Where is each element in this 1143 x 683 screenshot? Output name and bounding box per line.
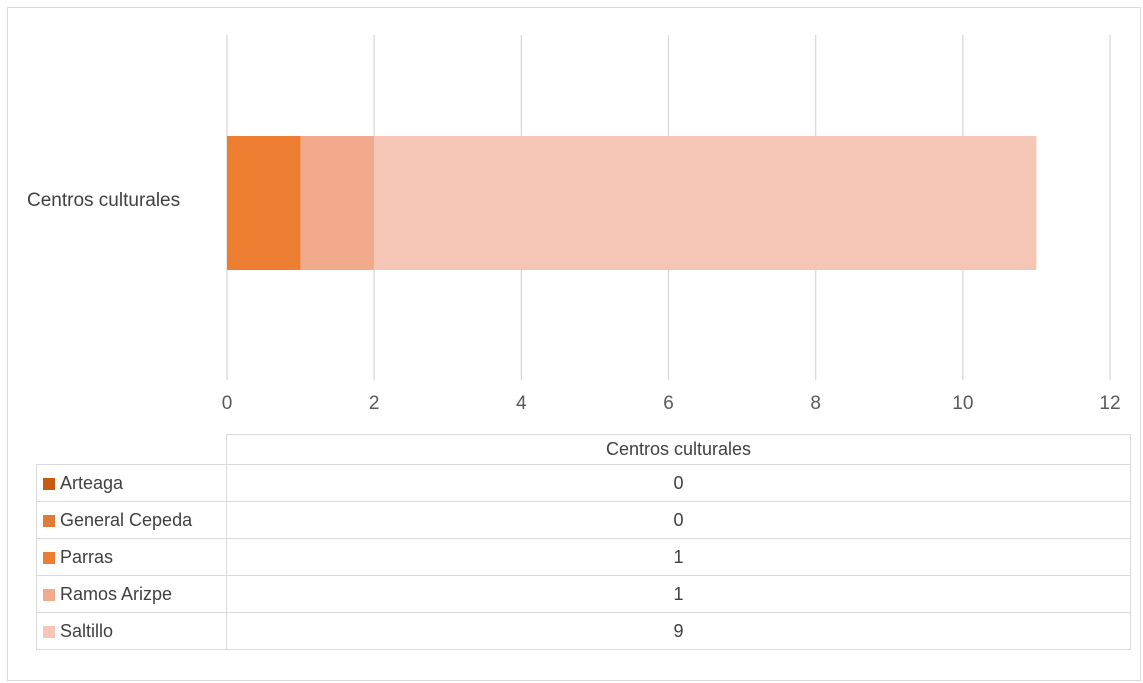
x-tick-label: 2 xyxy=(369,393,380,414)
bar-segment-saltillo xyxy=(374,136,1037,270)
legend-swatch xyxy=(43,551,55,564)
legend-swatch xyxy=(43,625,55,638)
legend-key: Parras xyxy=(36,538,227,576)
legend-swatch xyxy=(43,588,55,601)
legend-key: Arteaga xyxy=(36,464,227,502)
legend-swatch xyxy=(43,477,55,490)
bar-segment-parras xyxy=(227,136,301,270)
chart-frame xyxy=(7,7,1141,681)
series-name: Saltillo xyxy=(60,620,114,641)
x-tick-label: 12 xyxy=(1099,393,1120,414)
table-row: General Cepeda 0 xyxy=(36,501,1131,539)
table-header: Centros culturales xyxy=(226,434,1131,465)
x-tick-label: 4 xyxy=(516,393,527,414)
table-row: Saltillo 9 xyxy=(36,612,1131,650)
table-row: Parras 1 xyxy=(36,538,1131,576)
x-tick-label: 0 xyxy=(222,393,233,414)
x-tick-label: 10 xyxy=(952,393,973,414)
x-tick-label: 8 xyxy=(810,393,821,414)
x-tick-label: 6 xyxy=(663,393,674,414)
table-row: Ramos Arizpe 1 xyxy=(36,575,1131,613)
chart-plot: 0 2 4 6 8 10 12 xyxy=(222,35,1121,414)
table-value: 0 xyxy=(226,501,1131,539)
legend-key: Saltillo xyxy=(36,612,227,650)
series-name: General Cepeda xyxy=(60,509,193,530)
category-label: Centros culturales xyxy=(27,190,181,211)
legend-key: Ramos Arizpe xyxy=(36,575,227,613)
series-name: Parras xyxy=(60,546,114,567)
data-table: Centros culturales Arteaga 0 General Ceped… xyxy=(36,434,1131,650)
table-value: 9 xyxy=(226,612,1131,650)
legend-swatch xyxy=(43,514,55,527)
table-row: Arteaga 0 xyxy=(36,464,1131,502)
series-name: Ramos Arizpe xyxy=(60,583,173,604)
table-header-row: Centros culturales xyxy=(36,434,1131,465)
table-value: 1 xyxy=(226,538,1131,576)
series-name: Arteaga xyxy=(60,472,124,493)
bar-segment-ramos-arizpe xyxy=(300,136,375,270)
legend-key: General Cepeda xyxy=(36,501,227,539)
table-value: 1 xyxy=(226,575,1131,613)
table-value: 0 xyxy=(226,464,1131,502)
